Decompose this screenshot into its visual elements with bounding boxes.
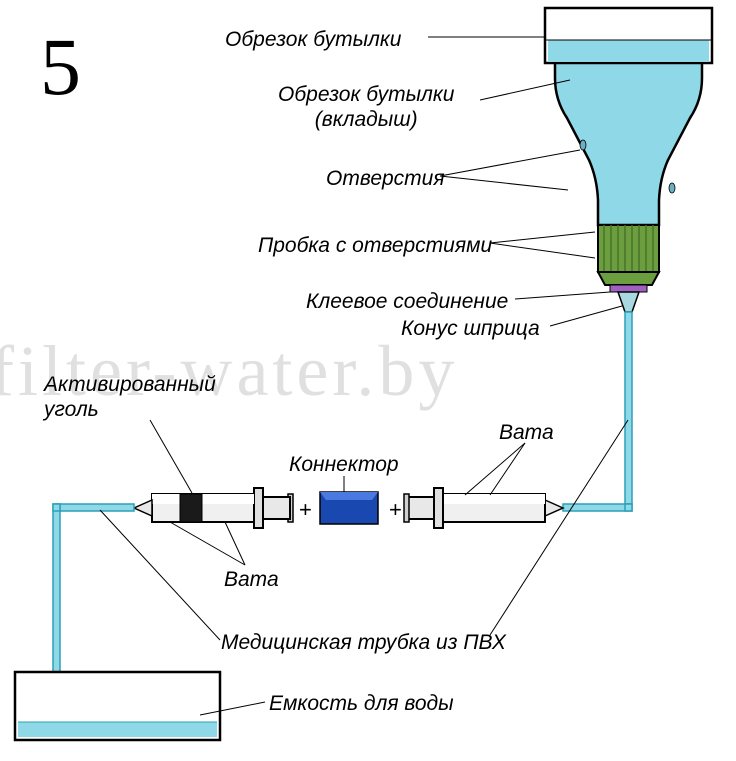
syringe-left: [134, 488, 293, 528]
label-water-tank: Емкость для воды: [269, 691, 454, 716]
bottle-insert: [545, 40, 712, 225]
label-cap-holes: Пробка с отверстиями: [258, 233, 492, 258]
syringe-right: [404, 488, 563, 528]
step-number: 5: [40, 20, 81, 114]
label-glue-joint: Клеевое соединение: [306, 289, 508, 314]
label-bottle-insert: Обрезок бутылки (вкладыш): [278, 82, 454, 132]
label-pvc-tube: Медицинская трубка из ПВХ: [221, 630, 506, 655]
glue-joint: [610, 285, 647, 292]
label-bottle-top: Обрезок бутылки: [225, 27, 401, 52]
connector: [320, 492, 378, 524]
tube-vertical-main: [625, 312, 632, 504]
label-syringe-cone: Конус шприца: [401, 316, 540, 341]
syringe-cone-top: [618, 292, 639, 312]
plus-right: +: [389, 497, 402, 523]
plus-left: +: [299, 497, 312, 523]
tube-horizontal-left: [56, 504, 134, 511]
label-connector: Коннектор: [289, 452, 399, 477]
bottle-cap: [598, 225, 659, 285]
label-active-carbon: Активированный уголь: [44, 372, 216, 422]
water-tank: [15, 672, 220, 740]
label-cotton-left: Вата: [224, 567, 279, 592]
label-cotton-right: Вата: [499, 420, 554, 445]
tube-vertical-left: [53, 504, 60, 672]
label-holes: Отверстия: [326, 166, 445, 191]
